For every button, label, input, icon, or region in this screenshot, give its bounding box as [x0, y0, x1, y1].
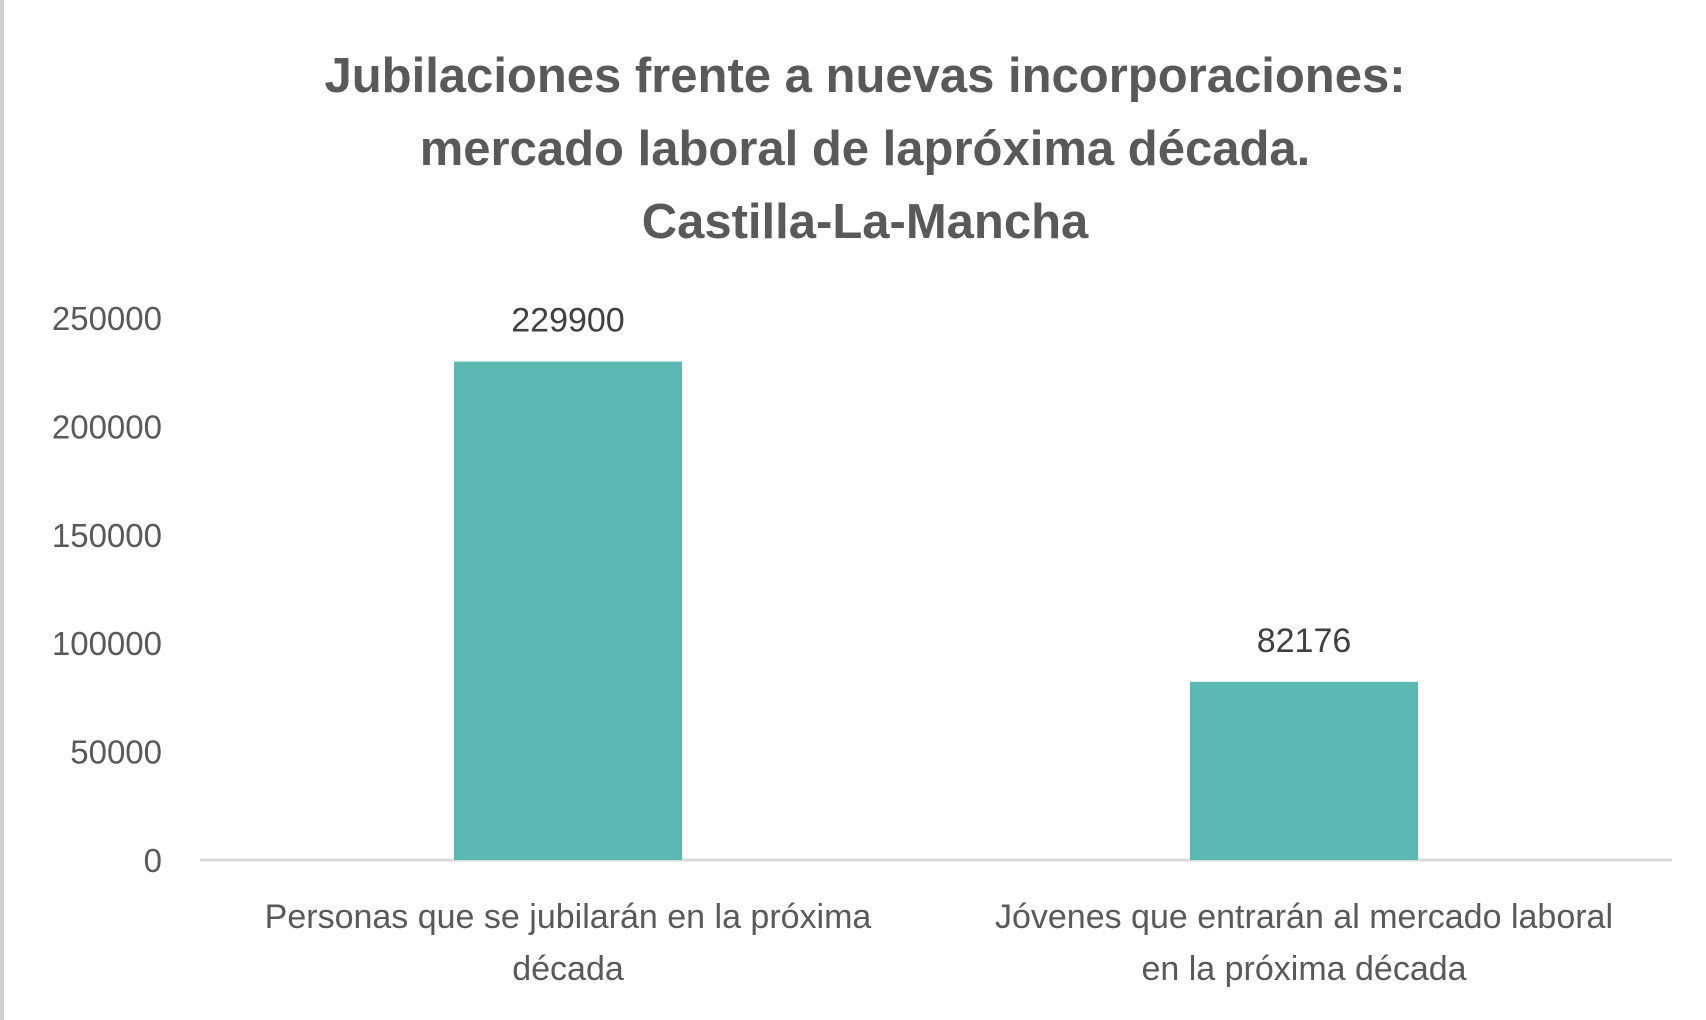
y-tick-label: 150000 [52, 517, 162, 554]
y-tick-label: 50000 [70, 734, 162, 771]
title-line-1: Jubilaciones frente a nuevas incorporaci… [324, 49, 1406, 103]
data-label: 229900 [511, 302, 624, 340]
y-tick-label: 100000 [52, 625, 162, 662]
x-category-label: Personas que se jubilarán en la próxima [265, 898, 872, 936]
y-tick-label: 200000 [52, 408, 162, 445]
x-category-label: en la próxima década [1141, 950, 1466, 988]
y-tick-label: 0 [144, 842, 162, 879]
data-label: 82176 [1257, 622, 1352, 660]
x-category-label: Jóvenes que entrarán al mercado laboral [995, 898, 1613, 936]
y-tick-label: 250000 [52, 300, 162, 337]
bar [454, 361, 682, 860]
title-line-2: mercado laboral de lapróxima década. [419, 122, 1311, 176]
x-category-label: década [512, 950, 624, 988]
title-line-3: Castilla-La-Mancha [641, 195, 1089, 249]
chart-title: Jubilaciones frente a nuevas incorporaci… [0, 40, 1706, 259]
bar [1190, 681, 1418, 860]
